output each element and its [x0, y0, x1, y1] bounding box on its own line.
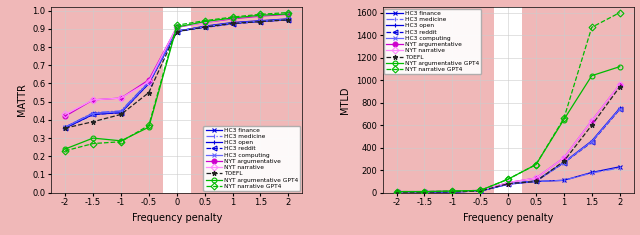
X-axis label: Frequency penalty: Frequency penalty — [463, 213, 553, 223]
X-axis label: Frequency penalty: Frequency penalty — [132, 213, 222, 223]
Y-axis label: MATTR: MATTR — [17, 83, 27, 116]
Y-axis label: MTLD: MTLD — [340, 86, 350, 114]
Bar — [51, 7, 163, 193]
Legend: HC3 finance, HC3 medicine, HC3 open, HC3 reddit, HC3 computing, NYT argumentativ: HC3 finance, HC3 medicine, HC3 open, HC3… — [204, 125, 301, 191]
Bar — [522, 7, 634, 193]
Bar — [191, 7, 302, 193]
Bar — [383, 7, 494, 193]
Legend: HC3 finance, HC3 medicine, HC3 open, HC3 reddit, HC3 computing, NYT argumentativ: HC3 finance, HC3 medicine, HC3 open, HC3… — [384, 9, 481, 74]
